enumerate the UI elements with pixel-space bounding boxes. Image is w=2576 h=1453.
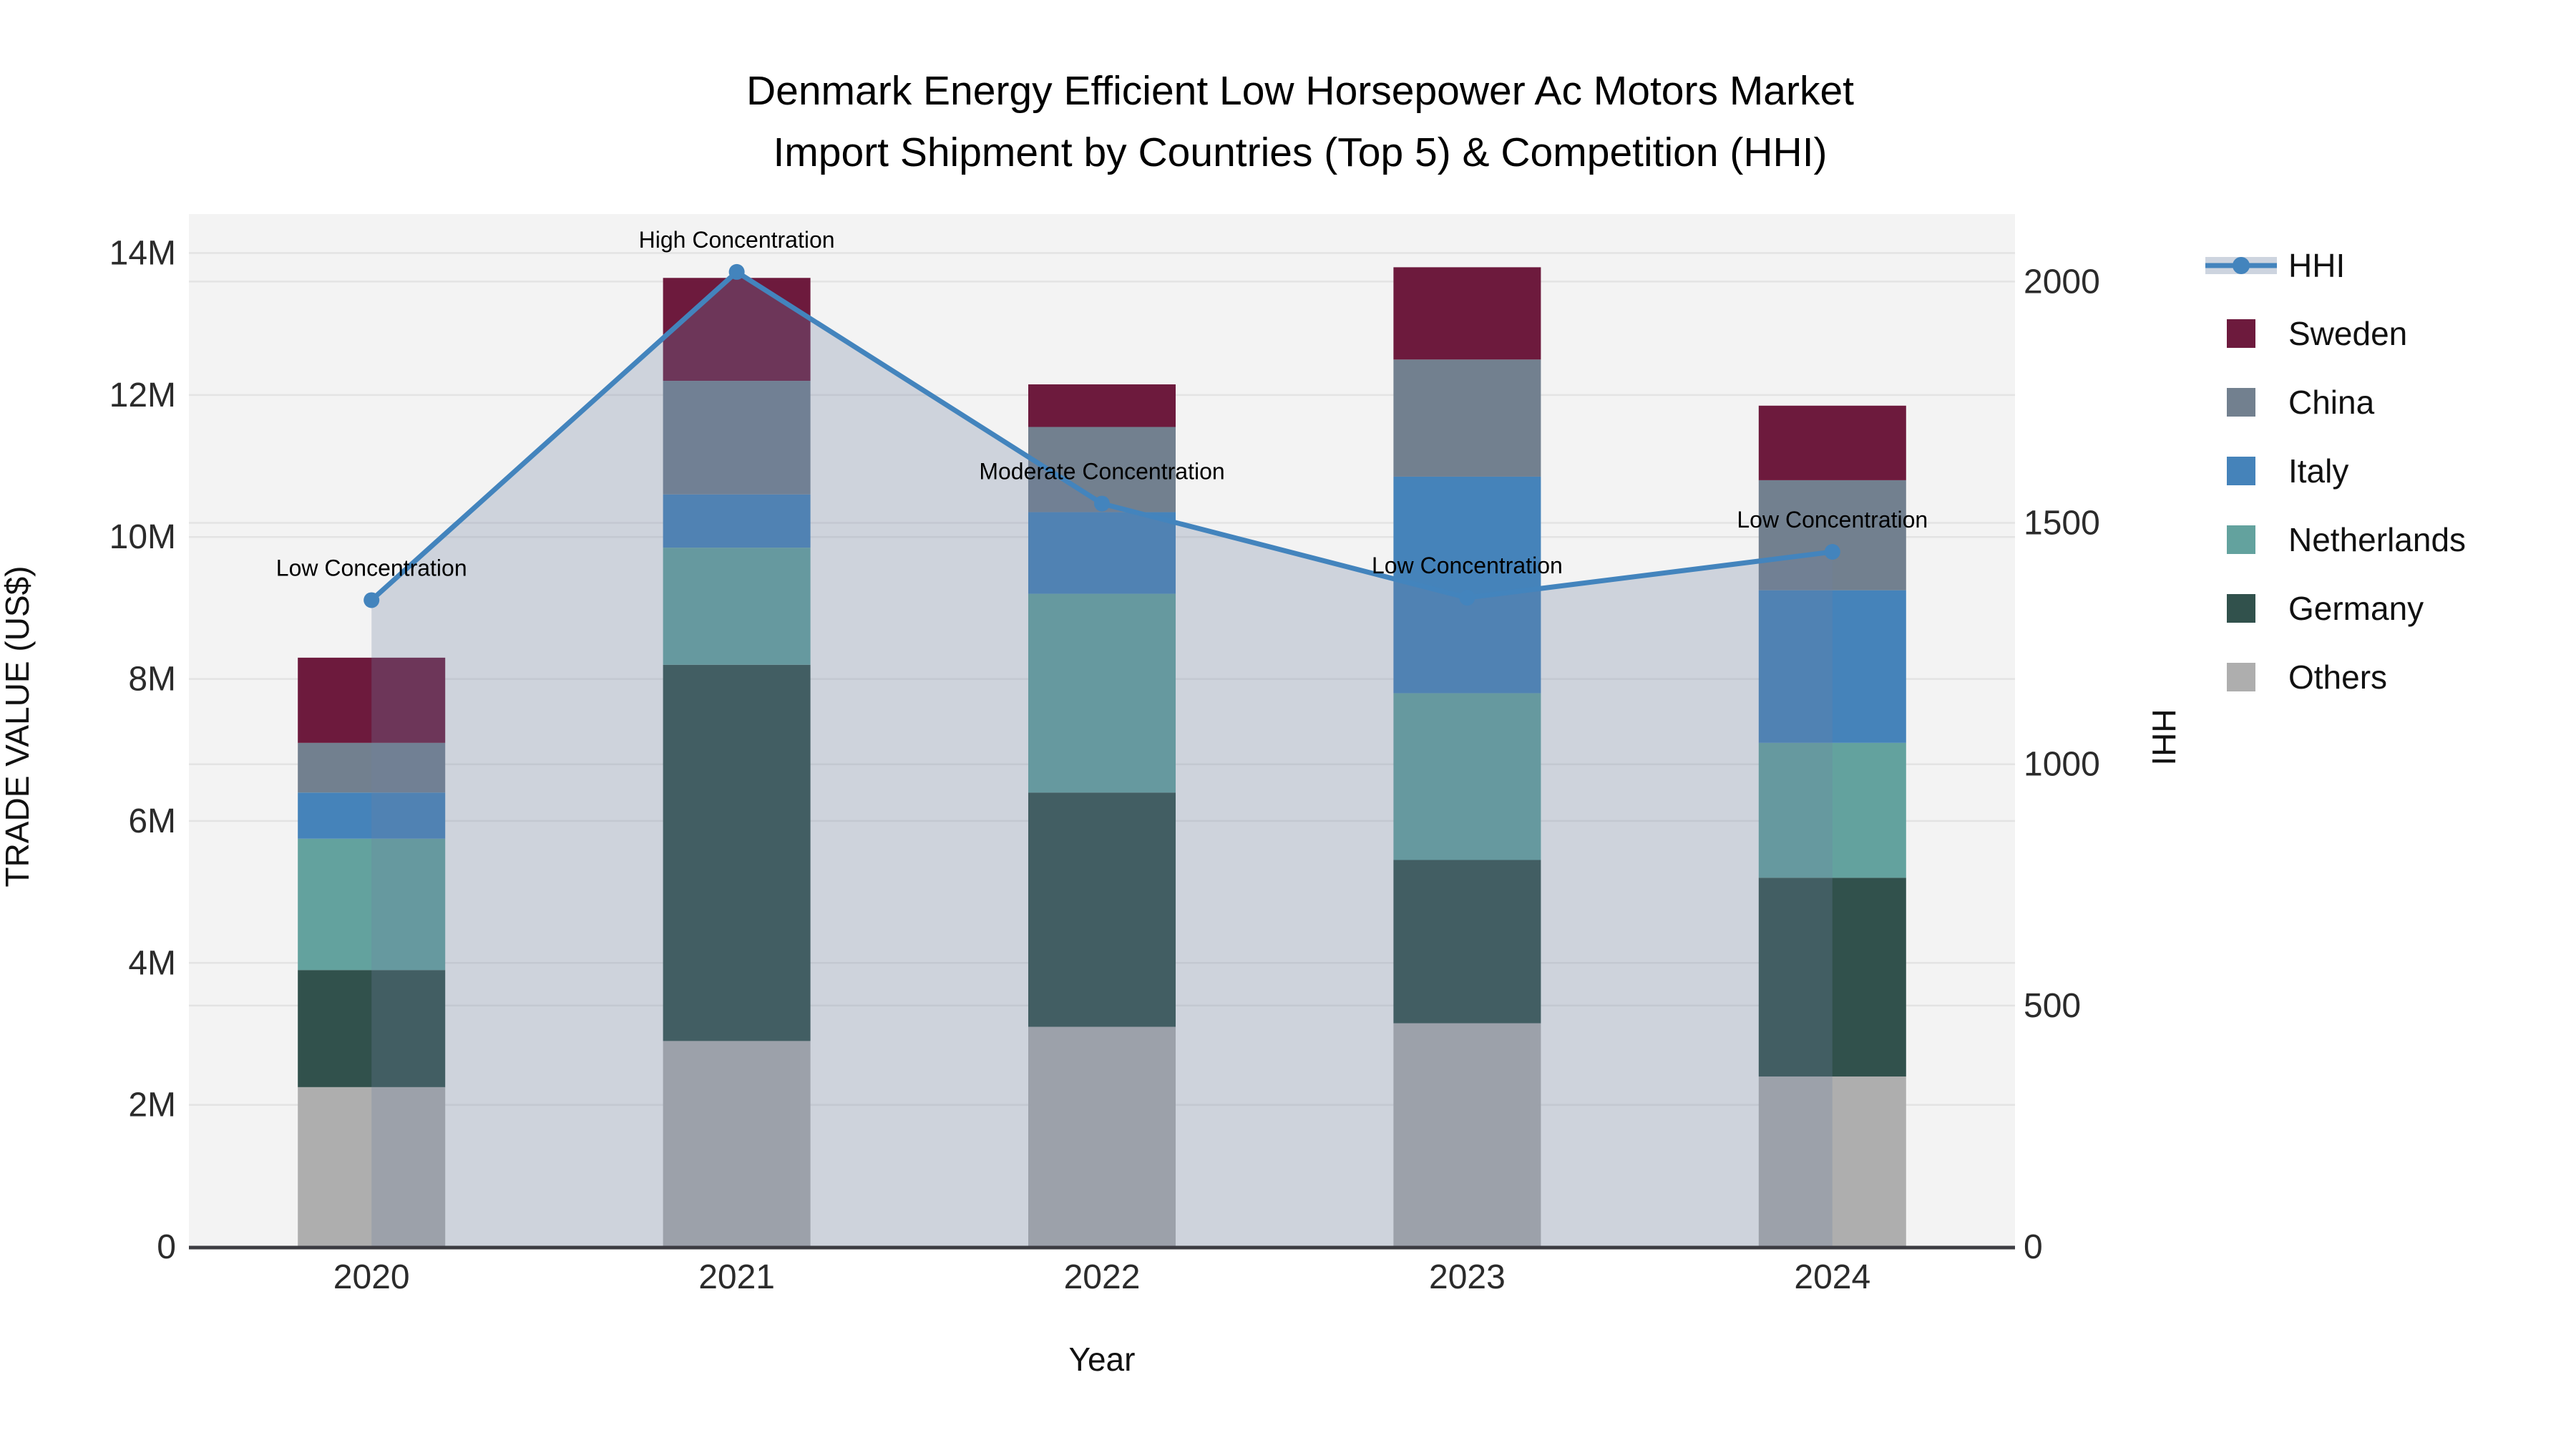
legend-item-italy[interactable]: Italy: [2227, 452, 2348, 490]
y-axis-tick: 6M: [128, 802, 176, 840]
chart-shapes-layer: [189, 252, 2015, 1250]
annotation-2024: Low Concentration: [1737, 507, 1928, 533]
bar-segment-sweden-2021: [663, 278, 811, 382]
bar-segment-netherlands-2023: [1393, 693, 1541, 860]
legend-label-germany: Germany: [2288, 590, 2424, 627]
bar-segment-sweden-2023: [1393, 267, 1541, 360]
legend-item-hhi[interactable]: HHI: [2205, 247, 2345, 284]
bar-segment-netherlands-2020: [298, 838, 446, 971]
italy-swatch: [2227, 457, 2255, 485]
bar-segment-others-2024: [1758, 1076, 1906, 1247]
hhi-marker-2024: [1824, 544, 1840, 560]
legend-label-netherlands: Netherlands: [2288, 521, 2466, 558]
bar-segment-others-2023: [1393, 1023, 1541, 1247]
legend: HHI Sweden China Italy Netherlands Germa…: [2205, 247, 2466, 696]
legend-label-sweden: Sweden: [2288, 315, 2407, 352]
sweden-swatch: [2227, 319, 2255, 348]
legend-label-china: China: [2288, 384, 2375, 421]
bar-segment-others-2022: [1028, 1026, 1176, 1247]
germany-swatch: [2227, 594, 2255, 623]
hhi-marker-swatch: [2233, 257, 2250, 274]
chart-title-line2: Import Shipment by Countries (Top 5) & C…: [773, 130, 1827, 175]
annotation-2020: Low Concentration: [276, 555, 467, 580]
y2-axis-title: HHI: [2145, 709, 2182, 765]
bar-segment-italy-2021: [663, 494, 811, 548]
bar-segment-china-2023: [1393, 359, 1541, 477]
legend-label-italy: Italy: [2288, 452, 2348, 490]
bar-segment-others-2021: [663, 1041, 811, 1247]
y-axis-tick: 4M: [128, 944, 176, 982]
hhi-marker-2020: [364, 592, 380, 608]
bar-segment-netherlands-2024: [1758, 742, 1906, 878]
legend-item-others[interactable]: Others: [2227, 659, 2387, 696]
y2-axis-tick: 2000: [2024, 263, 2100, 301]
bar-segment-germany-2021: [663, 664, 811, 1041]
legend-item-germany[interactable]: Germany: [2227, 590, 2424, 627]
bar-segment-germany-2023: [1393, 860, 1541, 1024]
others-swatch: [2227, 663, 2255, 691]
x-axis-tick: 2023: [1429, 1258, 1506, 1296]
bar-segment-china-2020: [298, 742, 446, 793]
y-axis-tick: 14M: [109, 235, 176, 273]
legend-item-china[interactable]: China: [2227, 384, 2375, 421]
bar-segment-germany-2020: [298, 970, 446, 1087]
y2-axis-tick: 0: [2024, 1228, 2043, 1266]
netherlands-swatch: [2227, 525, 2255, 554]
legend-label-hhi: HHI: [2288, 247, 2345, 284]
bar-segment-italy-2024: [1758, 590, 1906, 743]
legend-item-netherlands[interactable]: Netherlands: [2227, 521, 2466, 558]
bar-segment-china-2024: [1758, 480, 1906, 591]
legend-item-sweden[interactable]: Sweden: [2227, 315, 2407, 352]
bar-segment-netherlands-2021: [663, 548, 811, 665]
bar-segment-sweden-2024: [1758, 405, 1906, 480]
bar-segment-italy-2020: [298, 792, 446, 839]
annotation-2022: Moderate Concentration: [979, 459, 1224, 485]
hhi-marker-2021: [728, 263, 745, 280]
x-axis-title: Year: [1069, 1341, 1136, 1378]
hhi-area: [371, 271, 1833, 1247]
annotation-2021: High Concentration: [639, 227, 835, 253]
y-axis-title: TRADE VALUE (US$): [0, 565, 36, 887]
hhi-marker-2023: [1459, 590, 1475, 606]
bar-segment-netherlands-2022: [1028, 593, 1176, 793]
x-axis-tick: 2022: [1064, 1258, 1141, 1296]
y-axis-tick: 10M: [109, 518, 176, 556]
y-axis-tick: 8M: [128, 661, 176, 699]
y-axis-tick: 2M: [128, 1087, 176, 1124]
bar-segment-germany-2022: [1028, 792, 1176, 1027]
annotation-2023: Low Concentration: [1372, 553, 1563, 578]
x-axis-tick: 2024: [1794, 1258, 1870, 1296]
bar-segment-italy-2022: [1028, 512, 1176, 594]
y2-axis-tick: 1500: [2024, 505, 2100, 543]
bar-segment-china-2021: [663, 381, 811, 495]
y2-axis-tick: 500: [2024, 987, 2081, 1025]
bar-segment-sweden-2020: [298, 657, 446, 743]
bar-segment-sweden-2022: [1028, 384, 1176, 427]
y-axis-tick: 0: [157, 1228, 176, 1266]
chart-title-line1: Denmark Energy Efficient Low Horsepower …: [746, 68, 1854, 114]
china-swatch: [2227, 388, 2255, 417]
bar-segment-germany-2024: [1758, 878, 1906, 1077]
hhi-marker-2022: [1094, 495, 1110, 512]
legend-label-others: Others: [2288, 659, 2387, 696]
x-axis-tick: 2021: [698, 1258, 775, 1296]
x-axis-tick: 2020: [333, 1258, 410, 1296]
y2-axis-tick: 1000: [2024, 746, 2100, 784]
bar-segment-others-2020: [298, 1087, 446, 1247]
y-axis-tick: 12M: [109, 376, 176, 414]
